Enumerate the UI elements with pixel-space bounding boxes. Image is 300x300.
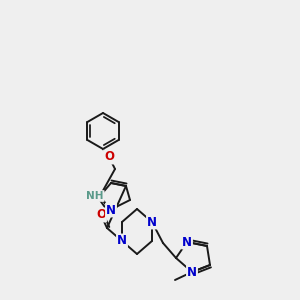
- Text: N: N: [147, 215, 157, 229]
- Text: O: O: [104, 151, 114, 164]
- Text: N: N: [106, 203, 116, 217]
- Text: N: N: [182, 236, 192, 248]
- Text: N: N: [117, 235, 127, 248]
- Text: N: N: [187, 266, 197, 278]
- Text: O: O: [96, 208, 106, 221]
- Text: NH: NH: [86, 191, 104, 201]
